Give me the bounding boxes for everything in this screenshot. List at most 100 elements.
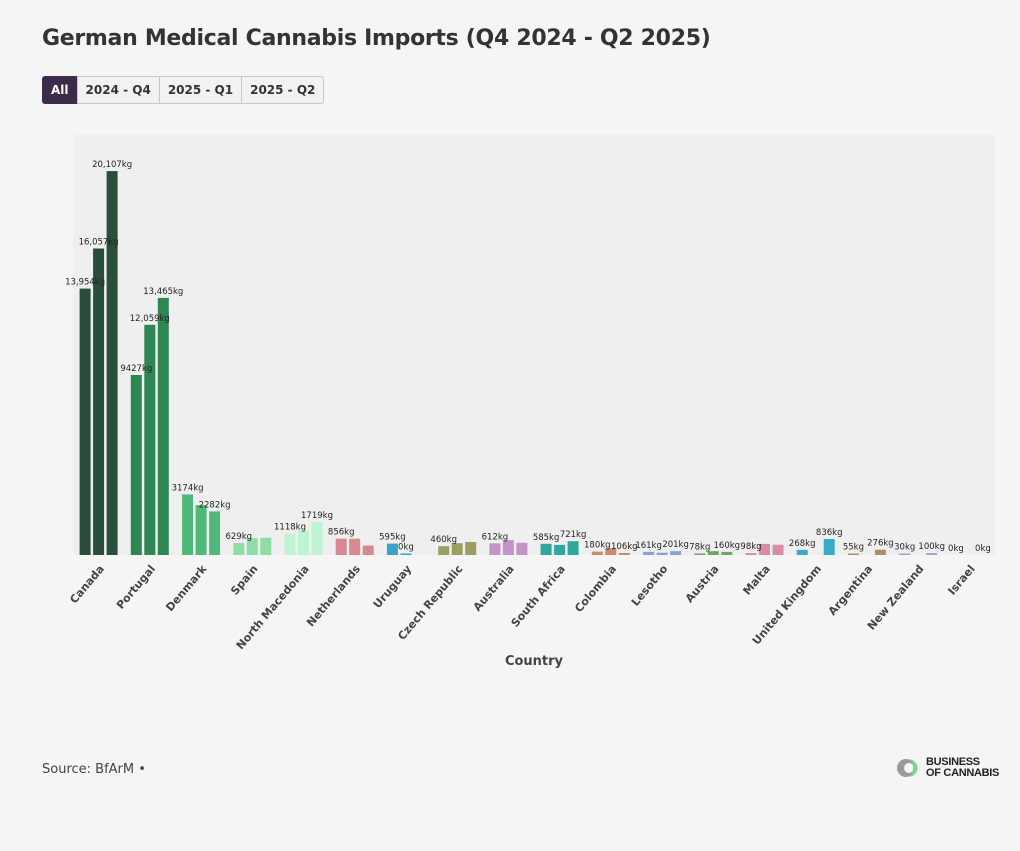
data-label-new-zealand-2025-q2: 100kg: [918, 542, 945, 552]
x-tick-malta: Malta: [740, 563, 772, 598]
bar-north-macedonia-2025-q2[interactable]: [311, 522, 323, 555]
data-label-denmark-2024-q4: 3174kg: [172, 483, 204, 493]
bar-lesotho-2025-q2[interactable]: [670, 551, 682, 555]
bar-malta-2024-q4[interactable]: [745, 553, 757, 555]
bar-colombia-2025-q2[interactable]: [618, 553, 630, 555]
bar-netherlands-2025-q1[interactable]: [349, 538, 361, 555]
bar-canada-2025-q2[interactable]: [106, 171, 118, 555]
business-of-cannabis-logo: BUSINESS OF CANNABIS: [896, 756, 999, 780]
x-tick-denmark: Denmark: [163, 562, 209, 614]
data-label-malta-2024-q4: 98kg: [740, 542, 761, 552]
bar-colombia-2024-q4[interactable]: [591, 551, 603, 555]
data-label-canada-2025-q2: 20,107kg: [92, 160, 132, 170]
bar-austria-2025-q2[interactable]: [721, 551, 733, 555]
plot-area: [73, 135, 995, 555]
bar-portugal-2025-q1[interactable]: [144, 324, 156, 555]
bar-czech-republic-2025-q2[interactable]: [465, 542, 477, 555]
bar-north-macedonia-2025-q1[interactable]: [298, 530, 309, 555]
bar-canada-2024-q4[interactable]: [79, 288, 91, 555]
bar-austria-2024-q4[interactable]: [694, 553, 706, 556]
x-tick-netherlands: Netherlands: [304, 562, 363, 629]
x-tick-spain: Spain: [228, 563, 260, 598]
bar-australia-2025-q2[interactable]: [516, 542, 528, 555]
data-label-portugal-2025-q1: 12,059kg: [130, 314, 170, 324]
x-tick-colombia: Colombia: [572, 563, 619, 615]
bar-south-africa-2024-q4[interactable]: [540, 543, 552, 555]
data-label-colombia-2025-q2: 106kg: [611, 542, 638, 552]
data-label-portugal-2025-q2: 13,465kg: [143, 287, 183, 297]
bar-united-kingdom-2025-q2[interactable]: [823, 539, 835, 555]
data-label-south-africa-2024-q4: 585kg: [533, 533, 560, 543]
bar-denmark-2025-q1[interactable]: [195, 505, 207, 555]
bar-uruguay-2025-q1[interactable]: [400, 553, 412, 556]
data-label-israel-2025-q2: 0kg: [975, 544, 991, 554]
data-label-austria-2024-q4: 78kg: [689, 543, 710, 553]
bar-canada-2025-q1[interactable]: [93, 248, 105, 556]
data-label-austria-2025-q2: 160kg: [714, 541, 741, 551]
bar-denmark-2025-q2[interactable]: [209, 511, 221, 555]
bar-argentina-2024-q4[interactable]: [847, 553, 859, 556]
bar-north-macedonia-2024-q4[interactable]: [284, 533, 296, 555]
data-label-colombia-2024-q4: 180kg: [584, 541, 611, 551]
filter-all-button[interactable]: All: [42, 76, 78, 104]
x-tick-portugal: Portugal: [114, 563, 158, 612]
x-tick-israel: Israel: [945, 563, 977, 598]
bar-south-africa-2025-q2[interactable]: [567, 541, 579, 555]
bar-portugal-2025-q2[interactable]: [157, 297, 169, 555]
bar-new-zealand-2025-q2[interactable]: [926, 553, 938, 555]
bar-lesotho-2025-q1[interactable]: [656, 552, 668, 555]
bar-new-zealand-2024-q4[interactable]: [899, 553, 911, 556]
data-label-south-africa-2025-q2: 721kg: [560, 530, 587, 540]
x-tick-uruguay: Uruguay: [371, 563, 414, 611]
data-label-israel-2024-q4: 0kg: [948, 544, 964, 554]
bar-uruguay-2024-q4[interactable]: [386, 543, 398, 555]
bar-malta-2025-q2[interactable]: [772, 544, 784, 555]
bar-netherlands-2024-q4[interactable]: [335, 538, 347, 555]
data-label-australia-2024-q4: 612kg: [482, 532, 509, 542]
logo-line-2: OF CANNABIS: [926, 767, 1000, 779]
data-label-uruguay-2025-q1: 0kg: [398, 543, 414, 553]
bar-spain-2025-q1[interactable]: [246, 538, 258, 555]
period-filter-group: All 2024 - Q4 2025 - Q1 2025 - Q2: [42, 76, 325, 104]
bar-lesotho-2024-q4[interactable]: [643, 551, 655, 555]
data-label-denmark-2025-q2: 2282kg: [199, 500, 231, 510]
bar-austria-2025-q1[interactable]: [707, 551, 719, 555]
data-label-argentina-2024-q4: 55kg: [843, 543, 864, 553]
x-axis-label: Country: [505, 654, 564, 669]
data-label-north-macedonia-2025-q2: 1719kg: [301, 511, 333, 521]
bar-australia-2025-q1[interactable]: [502, 540, 514, 555]
bar-australia-2024-q4[interactable]: [489, 543, 501, 555]
data-label-new-zealand-2024-q4: 30kg: [894, 543, 915, 553]
filter-2025-q2-button[interactable]: 2025 - Q2: [241, 76, 325, 104]
x-tick-australia: Australia: [471, 563, 517, 614]
bar-united-kingdom-2024-q4[interactable]: [796, 549, 808, 555]
x-tick-lesotho: Lesotho: [629, 562, 671, 608]
bar-czech-republic-2024-q4[interactable]: [438, 546, 450, 555]
data-label-uruguay-2024-q4: 595kg: [379, 533, 406, 543]
bar-spain-2024-q4[interactable]: [233, 543, 245, 555]
bar-spain-2025-q2[interactable]: [260, 537, 272, 555]
x-tick-argentina: Argentina: [826, 563, 875, 618]
filter-2025-q1-button[interactable]: 2025 - Q1: [158, 76, 243, 104]
bar-netherlands-2025-q2[interactable]: [362, 545, 374, 555]
data-label-lesotho-2025-q2: 201kg: [662, 540, 689, 550]
bar-south-africa-2025-q1[interactable]: [554, 544, 566, 555]
data-label-lesotho-2024-q4: 161kg: [635, 541, 662, 551]
data-label-canada-2024-q4: 13,954kg: [65, 278, 105, 288]
data-labels-layer: 13,954kg 16,057kg 20,107kg 9427kg 12,059kg 13…: [65, 160, 991, 554]
logo-icon: [897, 759, 918, 777]
data-label-canada-2025-q1: 16,057kg: [79, 238, 119, 248]
x-tick-new-zealand: New Zealand: [865, 563, 927, 633]
bar-malta-2025-q1[interactable]: [759, 543, 770, 555]
bar-czech-republic-2025-q1[interactable]: [451, 543, 463, 555]
bar-denmark-2024-q4[interactable]: [182, 494, 194, 555]
bar-colombia-2025-q1[interactable]: [605, 548, 617, 555]
data-label-argentina-2025-q2: 276kg: [867, 539, 894, 549]
x-tick-south-africa: South Africa: [509, 563, 568, 630]
data-label-portugal-2024-q4: 9427kg: [120, 364, 152, 374]
x-tick-austria: Austria: [683, 563, 722, 606]
bar-argentina-2025-q2[interactable]: [874, 549, 886, 555]
bar-chart: 13,954kg 16,057kg 20,107kg 9427kg 12,059kg 13…: [65, 135, 995, 669]
bar-portugal-2024-q4[interactable]: [130, 375, 142, 555]
